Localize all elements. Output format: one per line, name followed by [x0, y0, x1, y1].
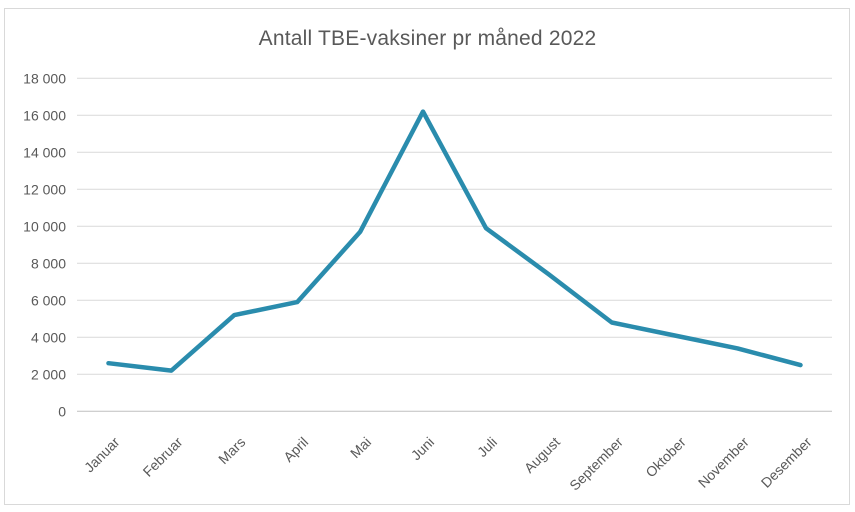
x-tick-label: September: [566, 434, 626, 494]
x-tick-label: November: [695, 434, 752, 491]
x-tick-label: Oktober: [642, 434, 689, 481]
x-tick-label: Juli: [474, 434, 500, 460]
y-tick-label: 4 000: [31, 329, 66, 345]
x-tick-label: Januar: [81, 434, 123, 476]
y-tick-label: 6 000: [31, 292, 66, 308]
x-tick-label: April: [280, 434, 311, 465]
x-tick-label: August: [521, 434, 563, 476]
gridlines: [77, 77, 832, 375]
chart-title: Antall TBE-vaksiner pr måned 2022: [258, 27, 597, 50]
x-axis-labels: Januar Februar Mars April Mai Juni Juli August S…: [81, 434, 815, 494]
y-tick-label: 16 000: [23, 107, 66, 123]
x-tick-label: Mars: [215, 434, 248, 467]
y-tick-label: 14 000: [23, 144, 66, 160]
y-tick-label: 12 000: [23, 181, 66, 197]
y-tick-label: 10 000: [23, 218, 66, 234]
chart-frame: [4, 8, 850, 505]
y-tick-label: 2 000: [31, 366, 66, 382]
y-tick-label: 0: [58, 403, 66, 419]
x-tick-label: Juni: [408, 434, 437, 463]
x-tick-label: Desember: [758, 434, 815, 491]
x-tick-label: Mai: [347, 434, 374, 461]
y-tick-label: 8 000: [31, 255, 66, 271]
series-line: [106, 109, 803, 373]
y-axis-labels: 0 2 000 4 000 6 000 8 000 10 000 12 000 14 000 1…: [23, 70, 66, 419]
x-tick-label: Februar: [140, 434, 186, 480]
y-tick-label: 18 000: [23, 70, 66, 86]
data-series-line: [106, 109, 803, 373]
